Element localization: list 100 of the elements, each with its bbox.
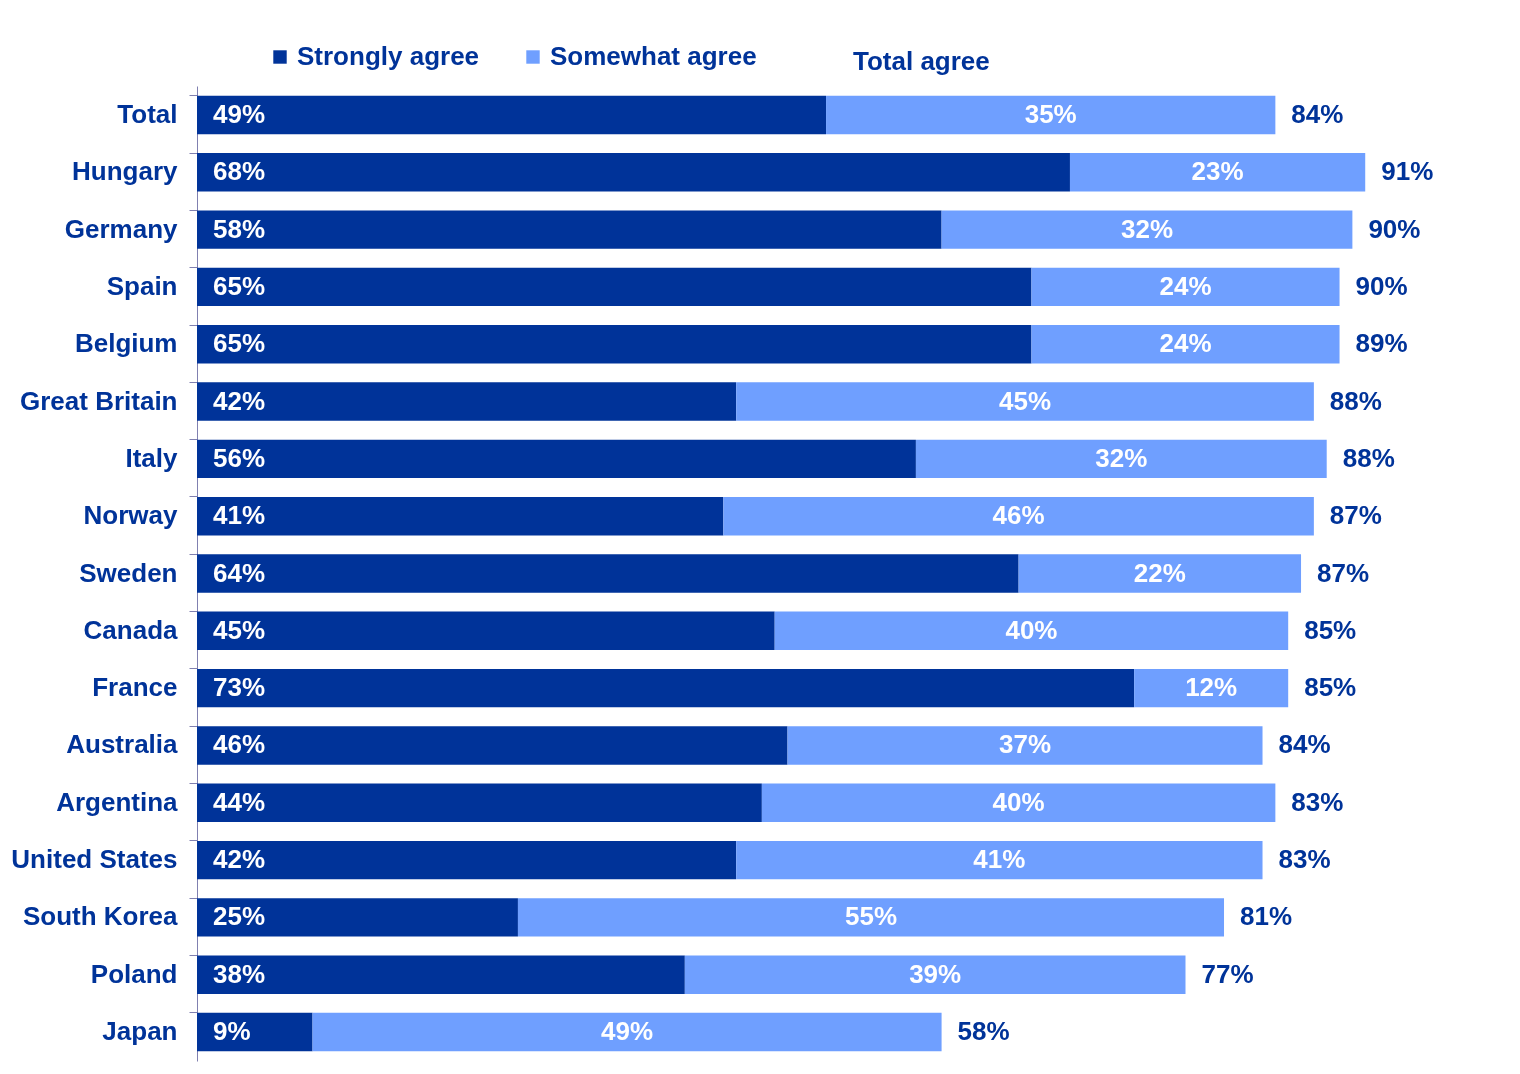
data-label: 49% <box>601 1016 654 1047</box>
total-label: 84% <box>1278 729 1331 760</box>
bar <box>1031 267 1340 307</box>
data-label: 68% <box>213 156 266 187</box>
y-tick-label: Belgium <box>74 328 178 359</box>
bar <box>197 210 942 249</box>
bar <box>736 840 1263 880</box>
data-label: 24% <box>1159 328 1212 359</box>
legend-label: Somewhat agree <box>550 41 757 71</box>
data-label: 35% <box>1024 98 1077 129</box>
data-label: 41% <box>213 500 266 531</box>
bar <box>1134 668 1289 708</box>
y-tick-label: Total <box>117 98 178 129</box>
data-label: 45% <box>999 385 1052 416</box>
bar <box>312 1012 942 1052</box>
bar <box>197 496 724 536</box>
bar <box>197 726 788 765</box>
total-label: 88% <box>1342 442 1395 473</box>
data-label: 58% <box>213 213 266 244</box>
bar <box>197 382 737 421</box>
y-tick-label: Poland <box>90 958 178 989</box>
total-label: 91% <box>1381 156 1434 187</box>
data-label: 24% <box>1159 270 1212 301</box>
data-label: 32% <box>1095 442 1148 473</box>
data-label: 40% <box>1005 614 1058 645</box>
y-tick-label: Hungary <box>72 156 179 187</box>
y-tick-label: Australia <box>66 729 179 760</box>
total-label: 88% <box>1329 385 1382 416</box>
bar <box>761 783 1276 822</box>
y-tick-label: Canada <box>83 614 179 645</box>
bar <box>197 325 1032 364</box>
y-tick-label: Japan <box>102 1016 178 1047</box>
bar <box>197 95 827 135</box>
data-label: 44% <box>213 786 266 817</box>
bar <box>1031 325 1340 364</box>
bar <box>723 496 1314 536</box>
bar <box>774 611 1289 651</box>
bar <box>787 726 1263 765</box>
data-label: 56% <box>213 442 266 473</box>
total-label: 83% <box>1291 786 1344 817</box>
y-tick-label: Argentina <box>56 786 179 817</box>
bar <box>197 153 1070 192</box>
total-label: 87% <box>1317 557 1370 588</box>
bar <box>826 95 1276 135</box>
y-tick-label: Germany <box>64 213 179 244</box>
total-label: 81% <box>1240 901 1293 932</box>
total-label: 87% <box>1329 500 1382 531</box>
data-label: 12% <box>1185 672 1238 703</box>
data-label: 32% <box>1120 213 1174 244</box>
total-label: 77% <box>1201 958 1254 989</box>
bar <box>197 439 916 479</box>
data-label: 49% <box>213 98 266 129</box>
total-label: 89% <box>1355 328 1408 359</box>
y-tick-label: South Korea <box>22 901 179 932</box>
data-label: 46% <box>992 500 1045 531</box>
total-label: 83% <box>1278 844 1331 875</box>
bar <box>197 898 518 937</box>
bar <box>197 668 1135 708</box>
bar <box>1069 153 1366 192</box>
bar <box>1018 554 1302 593</box>
total-label: 85% <box>1304 672 1357 703</box>
bar <box>197 1012 313 1052</box>
bar <box>197 611 775 651</box>
y-tick-label: France <box>92 672 178 703</box>
total-label: 85% <box>1304 614 1357 645</box>
bar <box>941 210 1353 249</box>
total-label: 84% <box>1291 98 1344 129</box>
data-label: 39% <box>909 958 962 989</box>
total-label: 90% <box>1355 270 1408 301</box>
y-tick-label: Sweden <box>79 557 178 588</box>
data-label: 65% <box>213 270 266 301</box>
bar <box>517 898 1225 937</box>
data-label: 37% <box>999 729 1052 760</box>
total-label: 58% <box>957 1016 1010 1047</box>
data-label: 23% <box>1191 156 1244 187</box>
data-label: 40% <box>992 786 1045 817</box>
data-label: 41% <box>973 844 1026 875</box>
bar <box>197 840 737 880</box>
data-label: 42% <box>213 844 266 875</box>
total-label: 90% <box>1368 213 1421 244</box>
bar <box>684 955 1186 994</box>
legend-label: Strongly agree <box>297 41 480 71</box>
data-label: 46% <box>213 729 266 760</box>
data-label: 73% <box>213 672 266 703</box>
bar <box>197 554 1019 593</box>
bar <box>915 439 1327 479</box>
data-label: 38% <box>213 958 266 989</box>
bar <box>197 955 685 994</box>
bar <box>197 267 1032 307</box>
y-tick-label: Norway <box>83 500 179 531</box>
data-label: 45% <box>213 614 266 645</box>
bar <box>736 382 1314 421</box>
data-label: 65% <box>213 328 266 359</box>
data-label: 55% <box>844 901 897 932</box>
y-tick-label: Great Britain <box>20 385 178 416</box>
data-label: 64% <box>213 557 266 588</box>
data-label: 22% <box>1133 557 1186 588</box>
data-label: 9% <box>213 1016 251 1047</box>
y-tick-label: Spain <box>106 270 178 301</box>
y-tick-label: Italy <box>125 442 179 473</box>
